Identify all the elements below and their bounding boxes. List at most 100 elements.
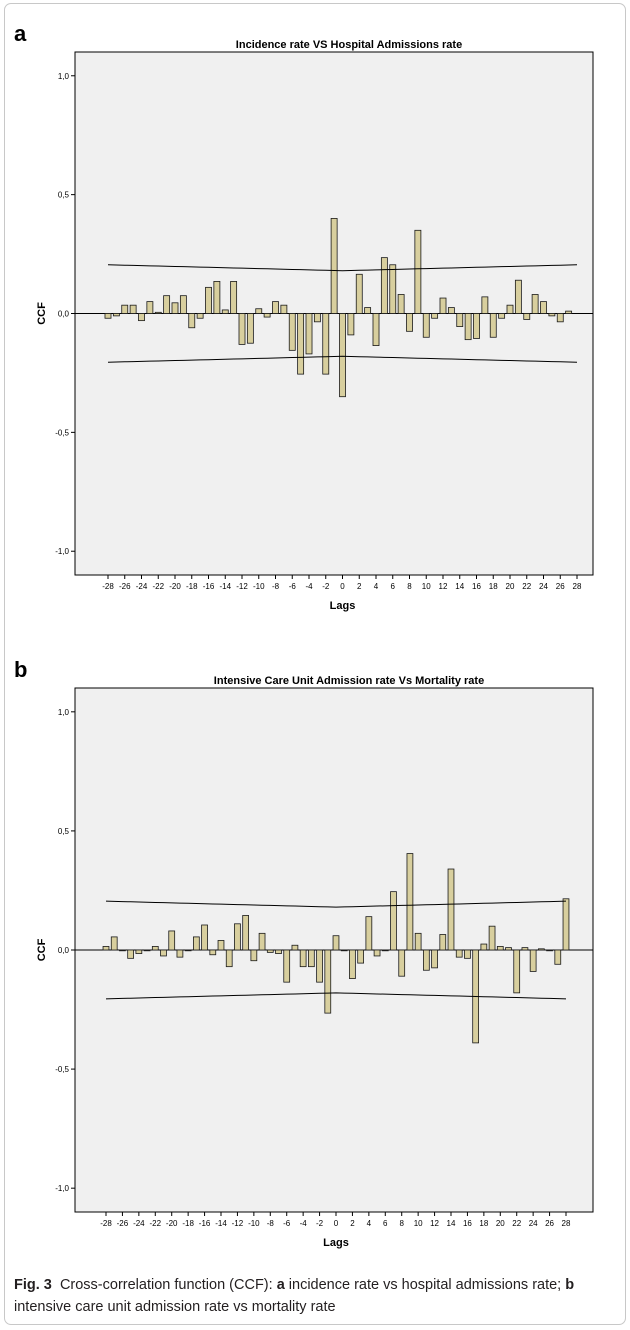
ccf-bar	[554, 949, 562, 965]
ccf-bar	[192, 936, 200, 951]
ccf-bar	[163, 295, 171, 314]
x-tick-label: -18	[182, 1219, 194, 1228]
ccf-bar	[258, 932, 266, 951]
ccf-bar	[330, 218, 338, 314]
ccf-bar	[307, 949, 315, 968]
ccf-bar	[531, 294, 539, 314]
ccf-chart-a: a Incidence rate VS Hospital Admissions r…	[14, 21, 594, 612]
ccf-bar	[381, 949, 389, 952]
x-tick-label: 8	[399, 1219, 404, 1228]
x-tick-label: -16	[203, 582, 215, 591]
ccf-bar	[213, 281, 221, 314]
figure-caption: Fig. 3 Cross-correlation function (CCF):…	[14, 1274, 616, 1318]
x-axis-title: Lags	[323, 1237, 349, 1249]
x-tick-label: -6	[289, 582, 297, 591]
x-tick-label: -2	[322, 582, 330, 591]
ccf-bar	[154, 311, 162, 314]
x-tick-label: -22	[152, 582, 164, 591]
x-tick-label: 26	[556, 582, 565, 591]
y-tick-label: -0,5	[55, 428, 69, 437]
ccf-bar	[365, 916, 373, 951]
x-tick-label: 16	[472, 582, 481, 591]
ccf-bar	[349, 949, 356, 979]
x-tick-label: 12	[430, 1219, 439, 1228]
ccf-bar	[146, 301, 154, 314]
x-tick-label: -4	[300, 1219, 308, 1228]
ccf-bar	[414, 932, 422, 951]
ccf-bar	[380, 257, 388, 314]
x-tick-label: -26	[119, 582, 131, 591]
ccf-bar	[201, 924, 208, 951]
x-tick-label: 16	[463, 1219, 472, 1228]
ccf-bar	[480, 943, 488, 951]
ccf-bar	[168, 930, 176, 951]
ccf-bar	[523, 313, 531, 320]
ccf-bar	[171, 302, 179, 314]
x-tick-label: 28	[573, 582, 582, 591]
ccf-bar	[313, 313, 321, 323]
ccf-bar	[263, 313, 271, 318]
ccf-bar	[305, 313, 313, 355]
ccf-bar	[529, 949, 537, 972]
ccf-bar	[431, 949, 438, 969]
ccf-bar	[464, 949, 471, 959]
x-tick-label: -8	[272, 582, 280, 591]
ccf-bar	[422, 313, 430, 338]
x-tick-label: -12	[236, 582, 248, 591]
ccf-bar	[275, 949, 282, 954]
x-tick-label: 18	[479, 1219, 488, 1228]
ccf-bar	[230, 281, 238, 314]
ccf-bar	[540, 301, 547, 314]
caption-letter-b: b	[565, 1277, 575, 1293]
x-tick-label: -12	[232, 1219, 244, 1228]
y-tick-label: -1,0	[55, 547, 69, 556]
x-tick-label: 22	[522, 582, 531, 591]
ccf-bar	[135, 949, 143, 954]
ccf-bar	[398, 949, 406, 977]
ccf-bar	[119, 949, 126, 952]
ccf-bar	[160, 949, 167, 957]
confidence-limit-lower	[105, 992, 567, 1000]
y-tick-label: 1,0	[58, 708, 70, 717]
ccf-bar	[225, 949, 233, 968]
x-tick-label: 4	[374, 582, 379, 591]
x-tick-label: -4	[305, 582, 313, 591]
ccf-bar	[406, 853, 414, 951]
caption-label: Fig. 3	[14, 1277, 52, 1293]
x-tick-label: -28	[102, 582, 114, 591]
x-tick-label: 2	[357, 582, 362, 591]
ccf-bar	[242, 915, 250, 951]
ccf-bar	[447, 307, 455, 314]
x-tick-label: 0	[340, 582, 345, 591]
y-tick-label: -0,5	[55, 1065, 69, 1074]
ccf-bar	[390, 891, 397, 951]
ccf-bar	[272, 301, 279, 314]
ccf-bar	[112, 313, 120, 317]
ccf-bar	[127, 949, 135, 959]
ccf-bar	[196, 313, 204, 319]
x-tick-label: -24	[133, 1219, 145, 1228]
ccf-bar	[209, 949, 217, 956]
ccf-bar	[297, 313, 305, 375]
ccf-bar	[548, 313, 556, 317]
chart-panel-a: a Incidence rate VS Hospital Admissions r…	[0, 20, 630, 635]
x-tick-label: 6	[383, 1219, 388, 1228]
ccf-bar	[221, 309, 229, 314]
ccf-bar	[456, 313, 464, 327]
x-tick-label: 24	[539, 582, 548, 591]
ccf-bar	[288, 313, 296, 351]
ccf-bar	[151, 946, 159, 951]
ccf-bar	[138, 313, 145, 322]
confidence-limit-lower	[107, 355, 578, 363]
y-axis-title: CCF	[36, 302, 48, 325]
ccf-bar	[455, 949, 463, 958]
ccf-bar	[179, 295, 187, 314]
ccf-bar	[121, 304, 129, 314]
ccf-bar	[481, 296, 489, 314]
ccf-bar	[364, 307, 372, 314]
ccf-bar	[102, 946, 110, 951]
panel-letter: b	[14, 657, 27, 682]
x-tick-label: 4	[367, 1219, 372, 1228]
x-tick-label: -14	[215, 1219, 227, 1228]
ccf-bar	[217, 940, 225, 951]
